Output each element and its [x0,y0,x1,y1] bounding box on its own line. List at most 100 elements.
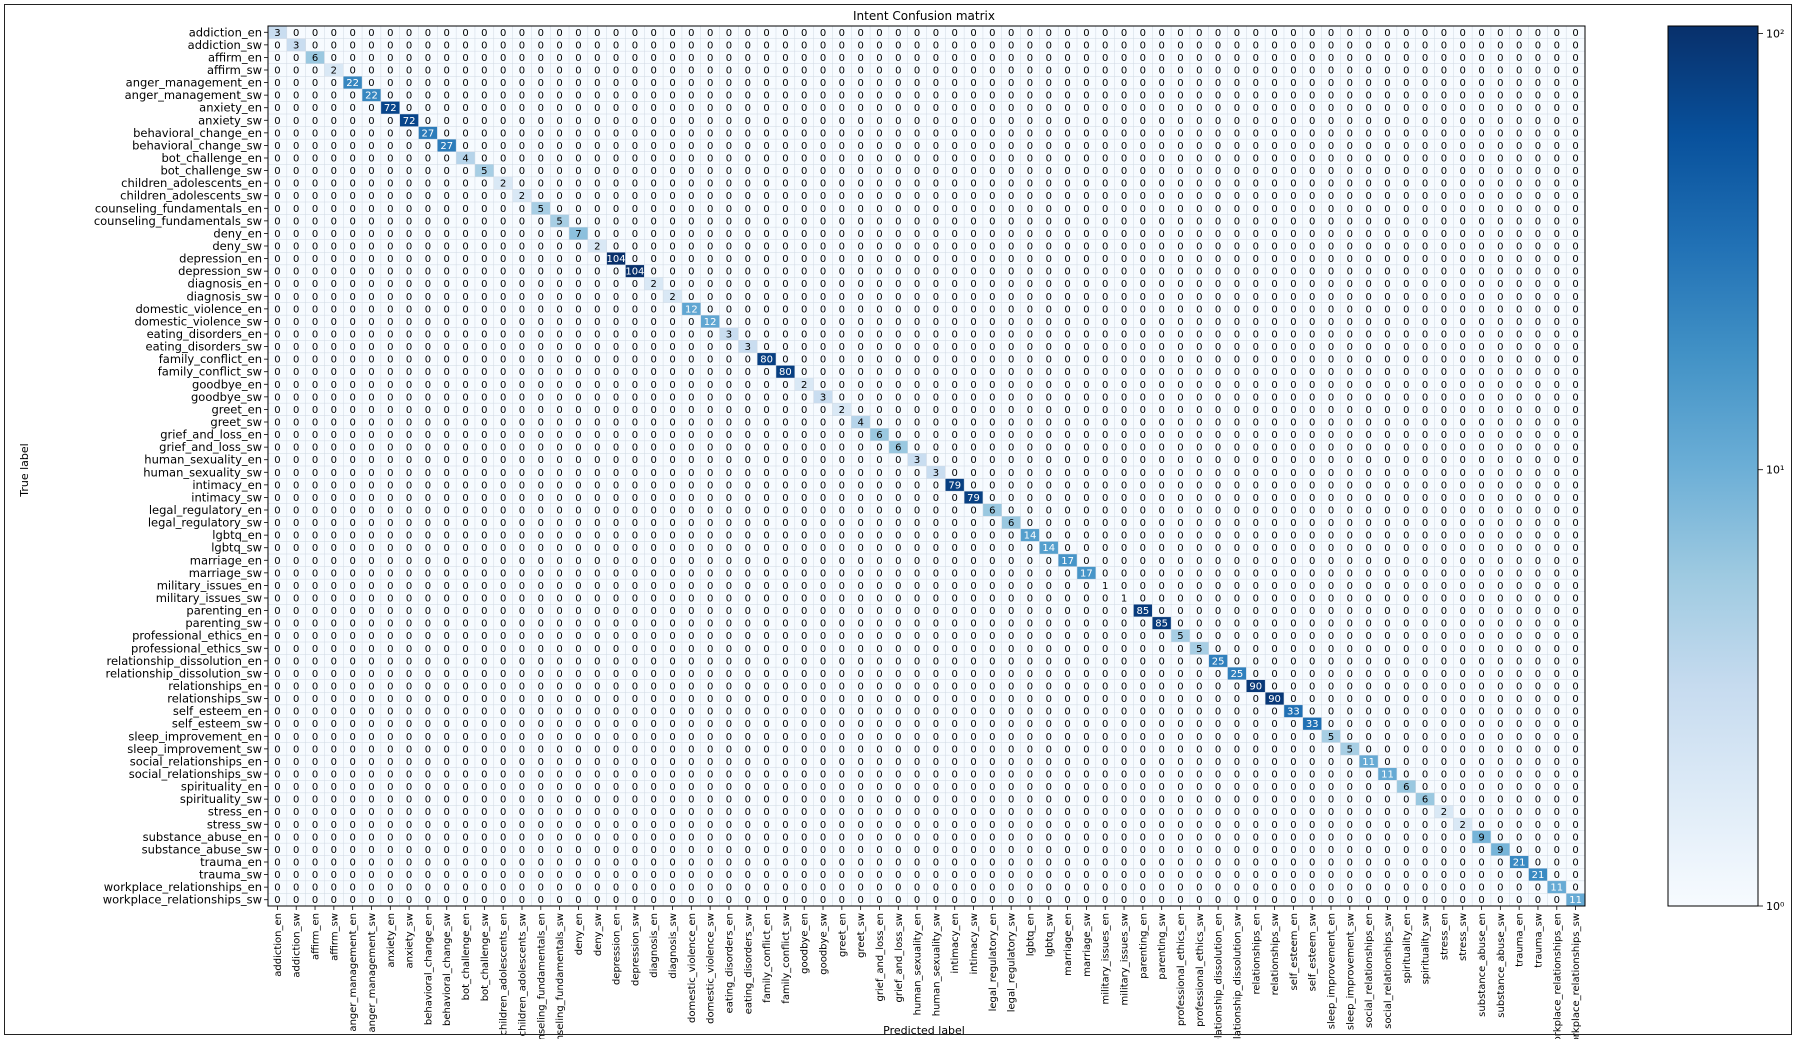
cell-value-10-10: 4 [462,154,468,165]
cell-value-0-1: 0 [293,28,299,39]
cell-value-52-56: 0 [1328,682,1334,693]
cell-value-10-0: 0 [274,154,280,165]
cell-value-45-48: 0 [1177,594,1183,605]
cell-value-59-17: 0 [594,770,600,781]
cell-value-59-43: 0 [1083,770,1089,781]
cell-value-60-23: 0 [707,782,713,793]
cell-value-35-40: 0 [1027,468,1033,479]
cell-value-5-52: 0 [1253,91,1259,102]
cell-value-24-37: 0 [970,330,976,341]
cell-value-55-59: 0 [1384,719,1390,730]
cell-value-3-43: 0 [1083,66,1089,77]
cell-value-35-21: 0 [669,468,675,479]
cell-value-35-1: 0 [293,468,299,479]
cell-value-64-56: 0 [1328,832,1334,843]
cell-value-51-11: 0 [481,669,487,680]
cell-value-48-7: 0 [406,631,412,642]
cell-value-36-11: 0 [481,480,487,491]
cell-value-42-8: 0 [425,556,431,567]
cell-value-47-59: 0 [1384,619,1390,630]
cell-value-50-15: 0 [556,656,562,667]
cell-value-60-13: 0 [519,782,525,793]
cell-value-51-66: 0 [1516,669,1522,680]
cell-value-1-22: 0 [688,40,694,51]
cell-value-19-43: 0 [1083,267,1089,278]
cell-value-4-6: 0 [387,78,393,89]
cell-value-66-39: 0 [1008,858,1014,869]
cell-value-2-26: 0 [763,53,769,64]
cell-value-7-22: 0 [688,116,694,127]
cell-value-0-34: 0 [914,28,920,39]
cell-value-68-21: 0 [669,883,675,894]
cell-value-57-43: 0 [1083,744,1089,755]
cell-value-16-27: 0 [782,229,788,240]
cell-value-40-19: 0 [632,531,638,542]
cell-value-34-67: 0 [1535,455,1541,466]
cell-value-11-66: 0 [1516,166,1522,177]
cell-value-24-59: 0 [1384,330,1390,341]
cell-value-63-17: 0 [594,820,600,831]
cell-value-39-40: 0 [1027,518,1033,529]
cell-value-58-7: 0 [406,757,412,768]
cell-value-46-6: 0 [387,606,393,617]
cell-value-7-30: 0 [839,116,845,127]
cell-value-35-33: 0 [895,468,901,479]
cell-value-54-16: 0 [575,707,581,718]
cell-value-3-13: 0 [519,66,525,77]
cell-value-13-45: 0 [1121,191,1127,202]
cell-value-21-24: 0 [726,292,732,303]
cell-value-48-47: 0 [1158,631,1164,642]
cell-value-34-45: 0 [1121,455,1127,466]
cell-value-7-68: 0 [1554,116,1560,127]
cell-value-6-43: 0 [1083,103,1089,114]
cell-value-47-69: 0 [1572,619,1578,630]
cell-value-49-25: 0 [745,644,751,655]
cell-value-1-23: 0 [707,40,713,51]
cell-value-27-67: 0 [1535,367,1541,378]
cell-value-7-24: 0 [726,116,732,127]
cell-value-15-38: 0 [989,216,995,227]
cell-value-37-15: 0 [556,493,562,504]
cell-value-62-8: 0 [425,807,431,818]
cell-value-57-6: 0 [387,744,393,755]
cell-value-16-11: 0 [481,229,487,240]
cell-value-26-30: 0 [839,355,845,366]
cell-value-60-25: 0 [745,782,751,793]
cell-value-21-48: 0 [1177,292,1183,303]
cell-value-12-59: 0 [1384,179,1390,190]
cell-value-51-35: 0 [933,669,939,680]
cell-value-45-20: 0 [651,594,657,605]
cell-value-65-17: 0 [594,845,600,856]
cell-value-62-13: 0 [519,807,525,818]
cell-value-31-23: 0 [707,418,713,429]
cell-value-53-41: 0 [1046,694,1052,705]
cell-value-46-27: 0 [782,606,788,617]
cell-value-45-23: 0 [707,594,713,605]
cell-value-29-57: 0 [1347,392,1353,403]
cell-value-11-1: 0 [293,166,299,177]
cell-value-46-51: 0 [1234,606,1240,617]
cell-value-10-36: 0 [952,154,958,165]
cell-value-26-39: 0 [1008,355,1014,366]
cell-value-24-4: 0 [349,330,355,341]
cell-value-37-54: 0 [1290,493,1296,504]
cell-value-19-3: 0 [331,267,337,278]
cell-value-26-17: 0 [594,355,600,366]
cell-value-42-22: 0 [688,556,694,567]
cell-value-11-40: 0 [1027,166,1033,177]
cell-value-45-22: 0 [688,594,694,605]
cell-value-31-61: 0 [1422,418,1428,429]
cell-value-48-44: 0 [1102,631,1108,642]
cell-value-28-24: 0 [726,380,732,391]
cell-value-32-4: 0 [349,430,355,441]
cell-value-6-55: 0 [1309,103,1315,114]
cell-value-2-68: 0 [1554,53,1560,64]
cell-value-45-35: 0 [933,594,939,605]
cell-value-20-7: 0 [406,279,412,290]
cell-value-11-7: 0 [406,166,412,177]
cell-value-58-22: 0 [688,757,694,768]
cell-value-46-32: 0 [876,606,882,617]
cell-value-6-0: 0 [274,103,280,114]
cell-value-56-24: 0 [726,732,732,743]
cell-value-67-69: 0 [1572,870,1578,881]
